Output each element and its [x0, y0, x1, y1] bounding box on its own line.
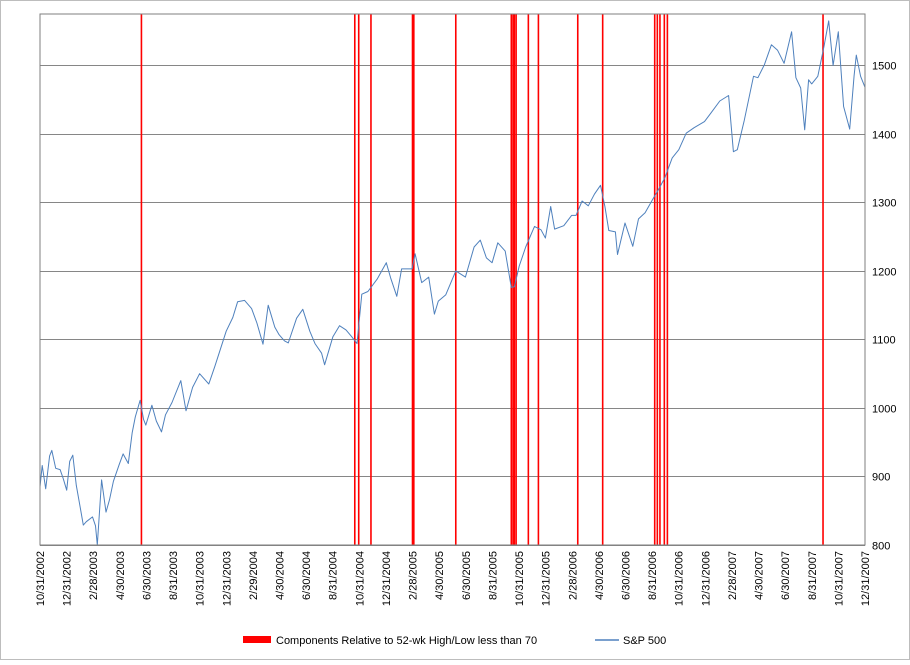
sp500-series: [39, 20, 866, 546]
legend-label-signal: Components Relative to 52-wk High/Low le…: [276, 635, 537, 647]
x-tick-label: 4/30/2006: [594, 551, 606, 600]
y-tick-label: 900: [872, 472, 890, 484]
x-tick-label: 8/31/2005: [487, 551, 499, 600]
x-tick-label: 6/30/2003: [141, 551, 153, 600]
x-tick-label: 6/30/2004: [301, 551, 313, 600]
x-tick-label: 10/31/2002: [35, 551, 47, 606]
x-tick-label: 12/31/2004: [381, 551, 393, 606]
x-tick-label: 2/28/2007: [727, 551, 739, 600]
x-tick-label: 12/31/2006: [700, 551, 712, 606]
x-tick-label: 8/31/2003: [168, 551, 180, 600]
legend: Components Relative to 52-wk High/Low le…: [243, 635, 666, 647]
sp500-line: [39, 20, 866, 546]
x-tick-label: 2/28/2003: [88, 551, 100, 600]
x-tick-label: 12/31/2005: [541, 551, 553, 606]
plot-area-frame: [39, 13, 866, 546]
y-tick-label: 1500: [872, 61, 896, 73]
x-tick-label: 10/31/2003: [195, 551, 207, 606]
x-tick-label: 6/30/2005: [461, 551, 473, 600]
legend-swatch-signal: [243, 636, 271, 643]
x-tick-label: 10/31/2004: [354, 551, 366, 606]
y-tick-label: 1000: [872, 404, 896, 416]
x-tick-label: 8/31/2004: [328, 551, 340, 600]
y-tick-label: 800: [872, 541, 890, 553]
x-tick-label: 10/31/2007: [833, 551, 845, 606]
x-tick-label: 10/31/2005: [514, 551, 526, 606]
x-tick-label: 4/30/2005: [434, 551, 446, 600]
x-tick-label: 8/31/2006: [647, 551, 659, 600]
x-tick-label: 4/30/2003: [115, 551, 127, 600]
x-tick-label: 2/28/2006: [567, 551, 579, 600]
y-tick-label: 1200: [872, 267, 896, 279]
x-tick-label: 6/30/2007: [780, 551, 792, 600]
x-tick-label: 2/29/2004: [248, 551, 260, 600]
x-tick-label: 8/31/2007: [807, 551, 819, 600]
x-tick-label: 12/31/2003: [221, 551, 233, 606]
y-tick-label: 1300: [872, 198, 896, 210]
y-tick-label: 1100: [872, 335, 896, 347]
x-axis-tick-labels: 10/31/2002 12/31/2002 2/28/2003 4/30/2003 6/…: [35, 551, 872, 606]
legend-label-sp500: S&P 500: [623, 635, 666, 647]
x-tick-label: 12/31/2007: [860, 551, 872, 606]
y-axis-tick-labels: 800 900 1000 1100 1200 1300 1400 1500: [872, 61, 896, 553]
y-tick-label: 1400: [872, 130, 896, 142]
x-tick-label: 6/30/2006: [620, 551, 632, 600]
x-tick-label: 12/31/2002: [62, 551, 74, 606]
x-tick-label: 2/28/2005: [408, 551, 420, 600]
x-tick-label: 4/30/2007: [754, 551, 766, 600]
x-tick-label: 10/31/2006: [674, 551, 686, 606]
x-tick-label: 4/30/2004: [275, 551, 287, 600]
